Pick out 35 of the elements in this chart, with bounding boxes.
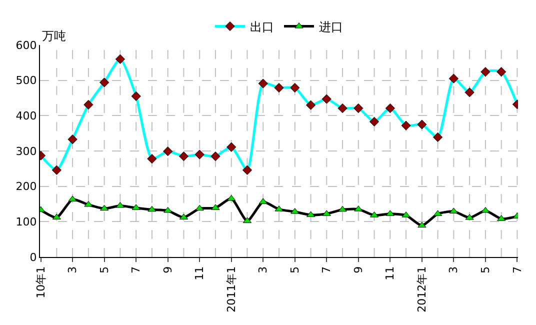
y-tick-label: 0 — [30, 250, 37, 264]
x-tick-label: 7 — [510, 266, 524, 274]
y-tick-label: 400 — [16, 110, 37, 123]
y-axis-title: 万吨 — [42, 29, 66, 43]
x-tick-label: 5 — [98, 266, 111, 274]
point — [148, 206, 156, 212]
legend-label: 进口 — [319, 20, 343, 34]
y-tick-label: 200 — [16, 180, 37, 194]
point — [418, 222, 426, 228]
x-tick-label: 9 — [161, 266, 174, 274]
x-tick-label: 11 — [384, 266, 397, 280]
x-tick-label: 2012年1 — [415, 266, 428, 312]
x-tick-label: 7 — [130, 266, 143, 274]
point — [338, 206, 347, 212]
x-tick-label: 3 — [447, 266, 460, 274]
point — [227, 194, 236, 201]
x-tick-label: 3 — [256, 266, 270, 274]
point — [195, 204, 204, 211]
point — [164, 206, 172, 213]
x-tick-label: 2011年1 — [224, 266, 238, 312]
x-tick-label: 5 — [288, 266, 302, 274]
legend-label: 出口 — [250, 20, 274, 34]
point — [481, 206, 490, 213]
x-tick-label: 5 — [479, 266, 492, 274]
x-tick-label: 7 — [320, 266, 334, 274]
point — [84, 200, 93, 207]
y-tick-label: 600 — [16, 38, 37, 52]
x-tick-label: 11 — [193, 266, 206, 280]
y-tick-label: 500 — [16, 74, 37, 88]
x-tick-label: 3 — [66, 266, 80, 274]
point — [100, 204, 109, 211]
x-tick-label: 10年1 — [34, 266, 48, 298]
y-tick-label: 100 — [16, 216, 37, 229]
x-tick-label: 9 — [352, 266, 365, 274]
y-tick-label: 300 — [16, 144, 37, 158]
